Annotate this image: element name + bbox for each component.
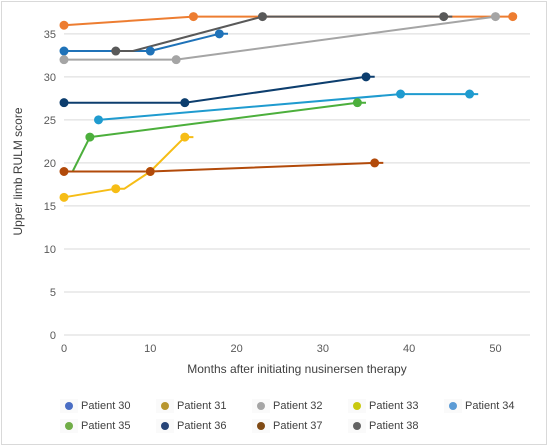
data-point [171, 55, 181, 65]
y-tick-label: 10 [44, 244, 56, 256]
legend-label: Patient 34 [465, 400, 515, 412]
y-tick-label: 20 [44, 158, 56, 170]
y-tick-label: 25 [44, 115, 56, 127]
data-point [59, 98, 69, 108]
x-tick-label: 40 [403, 343, 415, 355]
data-point [465, 89, 475, 99]
legend-label: Patient 38 [369, 420, 419, 432]
data-point [94, 115, 104, 125]
legend-label: Patient 33 [369, 400, 419, 412]
legend-item: Patient 32 [252, 399, 348, 413]
legend: Patient 30 Patient 31 Patient 32 Patient 33… [60, 399, 540, 433]
legend-item: Patient 30 [60, 399, 156, 413]
data-point [59, 20, 69, 30]
y-tick-label: 30 [44, 72, 56, 84]
legend-item: Patient 37 [252, 419, 348, 433]
data-point [111, 46, 121, 56]
series-line-patient-34 [98, 93, 479, 121]
legend-swatch [252, 399, 270, 413]
legend-swatch [444, 399, 462, 413]
data-point [370, 158, 380, 168]
data-point [59, 167, 69, 176]
legend-swatch [348, 399, 366, 413]
data-point [145, 167, 155, 176]
legend-swatch [252, 419, 270, 433]
legend-marker-icon [65, 422, 73, 430]
y-tick-label: 0 [50, 330, 56, 342]
legend-marker-icon [449, 402, 457, 410]
data-point [508, 12, 518, 22]
series-line-patient-36 [64, 75, 375, 104]
legend-marker-icon [353, 422, 361, 430]
legend-item: Patient 35 [60, 419, 156, 433]
data-point [111, 184, 121, 194]
data-point [59, 46, 69, 56]
series-lines [63, 15, 513, 199]
data-point [85, 132, 95, 142]
data-point [439, 12, 449, 22]
legend-item: Patient 38 [348, 419, 444, 433]
series-line-patient-32 [64, 15, 496, 61]
series-markers [59, 12, 518, 202]
y-tick-label: 5 [50, 287, 56, 299]
legend-swatch [60, 419, 78, 433]
legend-label: Patient 32 [273, 400, 323, 412]
grid-lines [64, 33, 530, 336]
data-point [188, 12, 198, 22]
legend-swatch [156, 419, 174, 433]
data-point [257, 12, 267, 22]
data-point [214, 29, 224, 39]
legend-swatch [348, 419, 366, 433]
data-point [180, 98, 190, 108]
legend-label: Patient 37 [273, 420, 323, 432]
legend-item: Patient 33 [348, 399, 444, 413]
data-point [396, 89, 406, 99]
series-line-patient-35 [71, 101, 366, 172]
data-point [361, 72, 371, 82]
legend-item: Patient 31 [156, 399, 252, 413]
axis-ticks: 0 5 10 15 20 25 30 35 0 10 20 30 40 50 [44, 29, 502, 355]
legend-marker-icon [161, 402, 169, 410]
data-point [490, 12, 500, 22]
data-point [180, 132, 190, 142]
x-tick-label: 0 [61, 343, 67, 355]
x-axis-title: Months after initiating nusinersen thera… [187, 362, 406, 376]
x-tick-label: 50 [489, 343, 501, 355]
legend-marker-icon [65, 402, 73, 410]
legend-label: Patient 31 [177, 400, 227, 412]
x-tick-label: 10 [144, 343, 156, 355]
series-line-patient-33 [63, 136, 194, 199]
data-point [352, 98, 362, 108]
legend-label: Patient 30 [81, 400, 131, 412]
legend-item: Patient 34 [444, 399, 540, 413]
series-line-patient-37 [64, 161, 384, 173]
x-tick-label: 20 [230, 343, 242, 355]
legend-marker-icon [161, 422, 169, 430]
legend-marker-icon [353, 402, 361, 410]
legend-swatch [60, 399, 78, 413]
y-tick-label: 35 [44, 29, 56, 41]
legend-marker-icon [257, 422, 265, 430]
x-tick-label: 30 [317, 343, 329, 355]
legend-item: Patient 36 [156, 419, 252, 433]
legend-marker-icon [257, 402, 265, 410]
data-point [59, 192, 69, 202]
legend-swatch [156, 399, 174, 413]
data-point [145, 46, 155, 56]
data-point [59, 55, 69, 65]
y-tick-label: 15 [44, 201, 56, 213]
legend-label: Patient 35 [81, 420, 131, 432]
y-axis-title: Upper limb RULM score [11, 107, 25, 235]
legend-label: Patient 36 [177, 420, 227, 432]
